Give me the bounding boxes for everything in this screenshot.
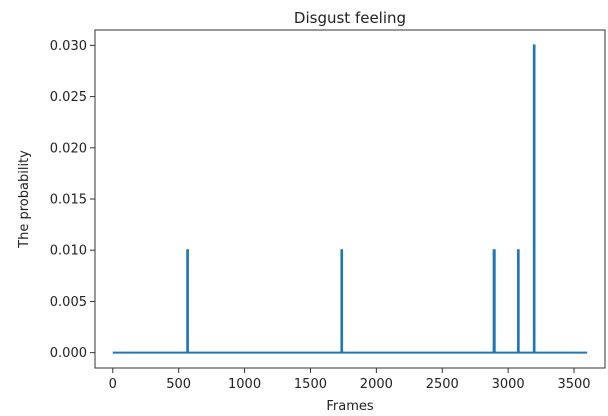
y-tick-label: 0.020 (50, 141, 87, 156)
x-tick-label: 500 (166, 377, 191, 392)
plot-area (112, 44, 588, 354)
y-tick-label: 0.005 (50, 295, 87, 310)
x-axis: 0 500 1000 1500 2000 2500 3000 3500 (109, 368, 591, 392)
y-tick-label: 0.025 (50, 90, 87, 105)
x-tick-label: 1500 (294, 377, 327, 392)
x-tick-label: 0 (109, 377, 117, 392)
plot-frame (94, 29, 606, 369)
y-tick-label: 0.015 (50, 193, 87, 208)
x-tick-label: 2000 (360, 377, 393, 392)
chart-title: Disgust feeling (294, 9, 406, 27)
y-tick-label: 0.010 (50, 244, 87, 259)
x-tick-label: 3000 (492, 377, 525, 392)
y-tick-label: 0.030 (50, 39, 87, 54)
y-axis: 0.000 0.005 0.010 0.015 0.020 0.025 0.030 (50, 39, 95, 361)
x-tick-label: 1000 (228, 377, 261, 392)
x-tick-label: 3500 (557, 377, 590, 392)
y-tick-label: 0.000 (50, 346, 87, 361)
y-axis-label: The probability (17, 150, 32, 249)
series-line-0 (112, 44, 588, 354)
x-axis-label: Frames (326, 399, 374, 414)
x-tick-label: 2500 (426, 377, 459, 392)
